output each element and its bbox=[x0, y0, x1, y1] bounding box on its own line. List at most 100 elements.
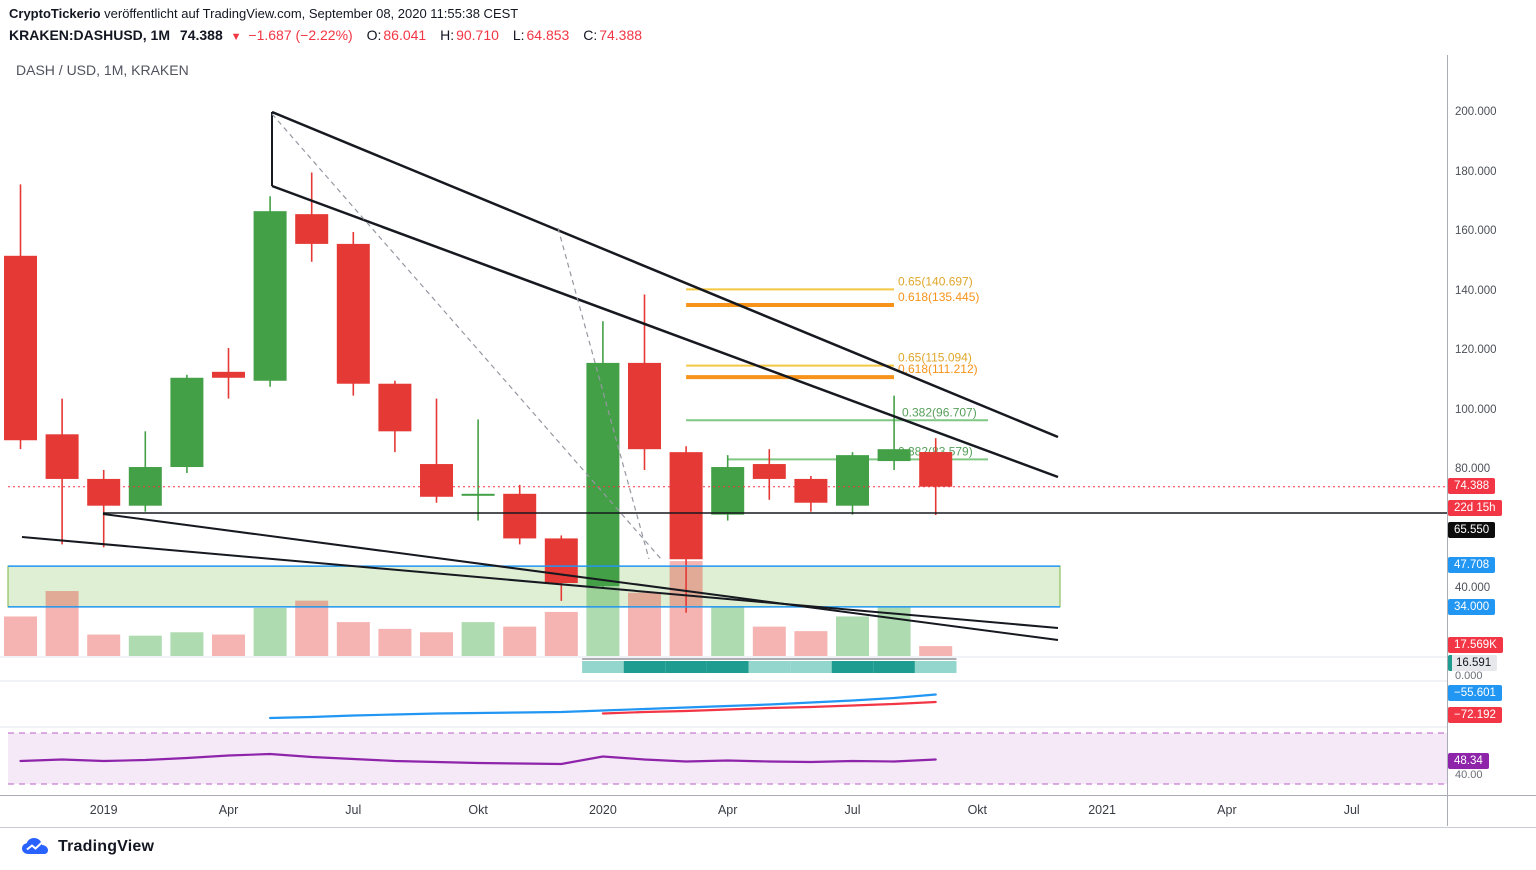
volume-bar bbox=[544, 611, 578, 656]
volume-value-badge: 17.569K bbox=[1448, 637, 1503, 653]
momentum-line-blue bbox=[269, 693, 937, 720]
trendline[interactable] bbox=[21, 536, 1059, 629]
trendline[interactable] bbox=[102, 513, 1059, 641]
candle-body bbox=[628, 362, 661, 450]
fib-level-label: 0.618(111.212) bbox=[898, 362, 978, 376]
pane-title: DASH / USD, 1M, KRAKEN bbox=[16, 62, 189, 78]
trendline[interactable] bbox=[271, 184, 1059, 479]
low-label: L: bbox=[512, 27, 525, 43]
time-axis-label: 2019 bbox=[89, 803, 118, 817]
fib-level-label: 0.382(96.707) bbox=[902, 405, 977, 419]
volume-bar bbox=[170, 632, 204, 656]
squeeze-bar bbox=[748, 661, 791, 673]
candle-body bbox=[378, 383, 412, 432]
level-65550-badge: 65.550 bbox=[1448, 522, 1496, 538]
volume-bar bbox=[586, 582, 620, 656]
candle-body bbox=[794, 478, 828, 503]
oscillator-value-badge: 48.34 bbox=[1448, 753, 1489, 769]
level-47708-badge: 47.708 bbox=[1448, 557, 1496, 573]
momentum-line-red bbox=[601, 700, 937, 715]
trendline[interactable] bbox=[271, 110, 1059, 439]
fib-level-label: 0.65(140.697) bbox=[898, 274, 973, 288]
squeeze-bar bbox=[582, 661, 624, 673]
volume-bar bbox=[128, 635, 162, 656]
price-axis-label: 0.000 bbox=[1455, 670, 1483, 682]
candle-body bbox=[919, 452, 953, 487]
bar-countdown-badge: 22d 15h bbox=[1448, 500, 1502, 516]
tradingview-link[interactable]: TradingView bbox=[20, 836, 154, 857]
time-axis-label: Jul bbox=[1343, 803, 1360, 817]
price-tick-label: 100.000 bbox=[1455, 403, 1497, 416]
price-tick-label: 140.000 bbox=[1455, 284, 1497, 297]
volume-bar bbox=[503, 626, 537, 656]
publish-info: veröffentlicht auf TradingView.com, Sept… bbox=[104, 6, 519, 21]
tradingview-wordmark: TradingView bbox=[58, 837, 155, 855]
volume-bar bbox=[253, 607, 287, 656]
volume-bar bbox=[87, 634, 121, 656]
open-value: 86.041 bbox=[383, 27, 427, 43]
high-label: H: bbox=[440, 27, 455, 43]
time-axis-label: Jul bbox=[345, 803, 362, 817]
price-tick-label: 180.000 bbox=[1455, 165, 1497, 178]
last-price-badge: 74.388 bbox=[1448, 478, 1496, 494]
support-zone[interactable] bbox=[7, 565, 1061, 608]
last-price: 74.388 bbox=[179, 27, 223, 43]
volume-bar bbox=[336, 622, 370, 656]
squeeze-bar bbox=[790, 661, 832, 673]
time-axis-label: Apr bbox=[1217, 803, 1237, 817]
momentum-blue-badge: −55.601 bbox=[1448, 685, 1502, 701]
header: CryptoTickerio veröffentlicht auf Tradin… bbox=[9, 5, 642, 46]
candle-body bbox=[295, 214, 329, 244]
time-axis-label: Apr bbox=[218, 803, 239, 817]
time-axis-label: Okt bbox=[468, 803, 488, 817]
volume-bar bbox=[919, 646, 953, 656]
volume-bar bbox=[752, 626, 786, 656]
oscillator-line bbox=[19, 752, 937, 766]
oscillator-band bbox=[8, 733, 1447, 784]
candle-body bbox=[711, 467, 745, 515]
squeeze-bar bbox=[665, 661, 707, 673]
open-label: O: bbox=[366, 27, 382, 43]
price-tick-label: 200.000 bbox=[1455, 106, 1497, 118]
price-tick-label: 160.000 bbox=[1455, 225, 1497, 237]
price-tick-label: 80.000 bbox=[1455, 463, 1491, 475]
candle-body bbox=[4, 255, 37, 441]
price-change: −1.687 (−2.22%) bbox=[248, 27, 353, 43]
volume-bar bbox=[711, 606, 745, 656]
close-value: 74.388 bbox=[599, 27, 643, 43]
volume-bar bbox=[420, 632, 453, 656]
time-axis-label: Jul bbox=[844, 803, 861, 817]
time-axis-label: Okt bbox=[967, 803, 988, 817]
volume-bar bbox=[378, 628, 412, 656]
time-axis-label: 2021 bbox=[1088, 803, 1116, 817]
dashed-trendline[interactable] bbox=[557, 227, 650, 560]
time-axis-label: Apr bbox=[717, 803, 738, 817]
volume-bar bbox=[295, 600, 329, 656]
quote-line: KRAKEN:DASHUSD, 1M 74.388 ▼ −1.687 (−2.2… bbox=[9, 26, 642, 46]
volume-bar bbox=[836, 616, 869, 656]
tradingview-logo-icon bbox=[22, 838, 48, 854]
price-axis[interactable]: 200.000 180.000 160.000 140.000 120.000 100.0… bbox=[1447, 55, 1536, 795]
close-label: C: bbox=[583, 27, 598, 43]
symbol-title: KRAKEN:DASHUSD, 1M bbox=[9, 27, 171, 43]
axis-corner-border bbox=[1447, 795, 1448, 826]
volume-bar bbox=[45, 591, 79, 656]
volume-bar bbox=[212, 634, 245, 656]
candle-body bbox=[836, 455, 869, 506]
candle-body bbox=[877, 449, 911, 462]
candle-body bbox=[461, 493, 495, 496]
candle-body bbox=[336, 243, 370, 384]
candle-body bbox=[170, 377, 204, 468]
momentum-red-badge: −72.192 bbox=[1448, 707, 1502, 723]
price-axis-label: 40.00 bbox=[1455, 769, 1483, 781]
publisher-name: CryptoTickerio bbox=[9, 6, 101, 21]
candle-body bbox=[503, 493, 537, 539]
candle-body bbox=[253, 211, 287, 381]
volume-bar bbox=[794, 631, 828, 656]
publish-line: CryptoTickerio veröffentlicht auf Tradin… bbox=[9, 5, 642, 22]
time-axis[interactable]: 2019 Apr Jul Okt 2020 Apr Jul Okt 2021 Apr Jul bbox=[0, 795, 1536, 828]
candle-body bbox=[212, 371, 245, 378]
squeeze-bar bbox=[873, 661, 915, 673]
squeeze-bar bbox=[623, 661, 666, 673]
